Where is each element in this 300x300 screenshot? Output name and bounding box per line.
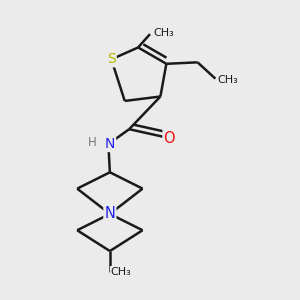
Text: N: N [104,206,115,221]
Text: CH₃: CH₃ [111,267,131,277]
Text: O: O [164,130,175,146]
Text: N: N [105,137,115,151]
Text: H: H [88,136,96,149]
Text: CH₃: CH₃ [217,75,238,85]
Text: CH₃: CH₃ [153,28,174,38]
Text: S: S [107,52,116,66]
